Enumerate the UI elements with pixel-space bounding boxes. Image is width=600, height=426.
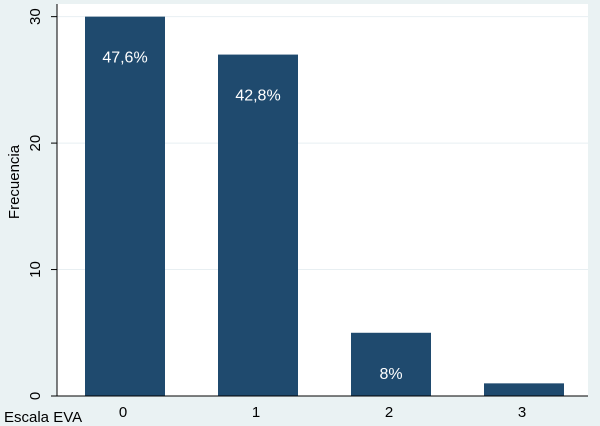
data-label: 8%: [379, 366, 402, 383]
y-tick-label: 30: [27, 8, 44, 25]
y-tick-label: 20: [27, 135, 44, 152]
bar-2: [351, 332, 431, 396]
data-labels: 47,6% 42,8% 8%: [102, 50, 402, 383]
data-label: 42,8%: [235, 88, 280, 105]
bar-0: [85, 16, 165, 396]
x-tick-label: 0: [119, 404, 127, 421]
bar-1: [218, 54, 298, 396]
bar-3: [484, 383, 564, 396]
y-tick-label: 0: [27, 392, 44, 400]
x-axis-title: Escala EVA: [4, 409, 82, 426]
x-tick-label: 1: [252, 404, 260, 421]
x-tick-label: 2: [385, 404, 393, 421]
bars: [85, 16, 564, 396]
x-tick-label: 3: [518, 404, 526, 421]
y-axis-title: Frecuencia: [6, 144, 23, 219]
axes: 0 10 20 30 0 1 2 3: [27, 4, 588, 421]
data-label: 47,6%: [102, 50, 147, 67]
y-tick-label: 10: [27, 261, 44, 278]
